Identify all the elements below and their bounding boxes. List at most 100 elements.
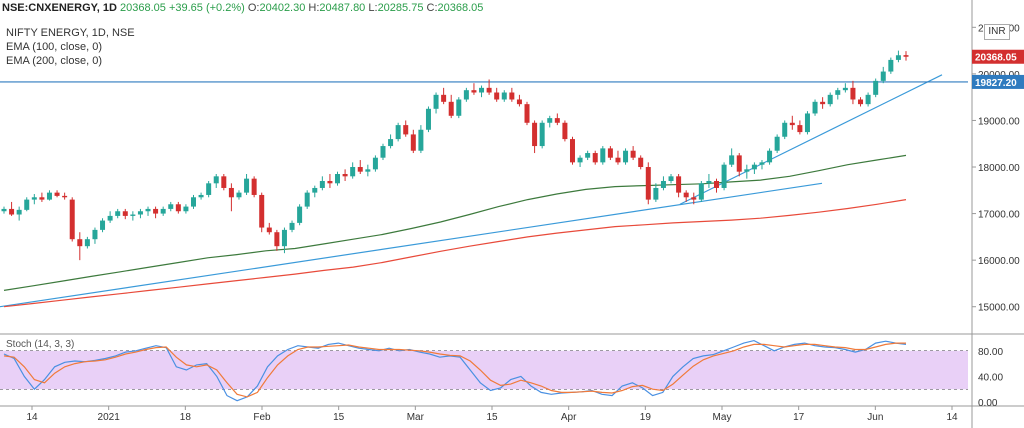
candle-body[interactable]	[16, 209, 22, 215]
candle-body[interactable]	[539, 122, 545, 147]
candle-body[interactable]	[92, 229, 98, 240]
candle-body[interactable]	[115, 211, 121, 216]
candle-body[interactable]	[501, 92, 507, 100]
candle-body[interactable]	[297, 206, 303, 223]
stoch-legend[interactable]: Stoch (14, 3, 3)	[6, 339, 75, 350]
candle-body[interactable]	[698, 183, 704, 200]
candle-body[interactable]	[168, 204, 174, 209]
candle-body[interactable]	[380, 146, 386, 158]
candle-body[interactable]	[463, 90, 469, 100]
candle-body[interactable]	[365, 169, 371, 172]
candle-body[interactable]	[623, 150, 629, 163]
candle-body[interactable]	[630, 150, 636, 158]
candle-body[interactable]	[607, 148, 613, 158]
candle-body[interactable]	[259, 194, 265, 228]
candle-body[interactable]	[615, 157, 621, 163]
candle-body[interactable]	[744, 169, 750, 172]
candle-body[interactable]	[668, 176, 674, 181]
candle-body[interactable]	[729, 155, 735, 165]
candle-body[interactable]	[312, 187, 318, 193]
candle-body[interactable]	[350, 167, 356, 177]
candle-body[interactable]	[281, 229, 287, 247]
stoch-k-line[interactable]	[3, 339, 907, 402]
candle-body[interactable]	[645, 167, 651, 200]
candle-body[interactable]	[691, 197, 697, 200]
candle-body[interactable]	[804, 113, 810, 133]
candle-body[interactable]	[388, 139, 394, 147]
candle-body[interactable]	[903, 55, 909, 57]
candle-body[interactable]	[441, 94, 447, 102]
candle-body[interactable]	[516, 99, 522, 105]
candle-body[interactable]	[175, 204, 181, 212]
candle-body[interactable]	[433, 94, 439, 109]
candle-body[interactable]	[759, 162, 765, 165]
candle-body[interactable]	[100, 220, 106, 230]
candle-body[interactable]	[827, 94, 833, 105]
candle-body[interactable]	[721, 164, 727, 188]
candle-body[interactable]	[676, 176, 682, 193]
candle-body[interactable]	[418, 129, 424, 151]
candle-body[interactable]	[31, 197, 37, 200]
candle-body[interactable]	[782, 122, 788, 137]
candle-body[interactable]	[479, 87, 485, 93]
candle-body[interactable]	[880, 71, 886, 81]
candle-body[interactable]	[873, 80, 879, 95]
candle-body[interactable]	[266, 227, 272, 233]
candle-body[interactable]	[107, 215, 113, 221]
candle-body[interactable]	[304, 192, 310, 207]
candle-body[interactable]	[554, 118, 560, 123]
candle-body[interactable]	[130, 214, 136, 216]
candle-body[interactable]	[494, 92, 500, 100]
candle-body[interactable]	[895, 55, 901, 60]
candle-body[interactable]	[335, 174, 341, 184]
candle-body[interactable]	[774, 136, 780, 151]
candle-body[interactable]	[183, 206, 189, 212]
candle-body[interactable]	[471, 90, 477, 93]
candle-body[interactable]	[660, 180, 666, 188]
candle-body[interactable]	[858, 99, 864, 105]
candle-body[interactable]	[84, 239, 90, 247]
candle-body[interactable]	[812, 101, 818, 114]
candle-body[interactable]	[1, 208, 7, 212]
candle-body[interactable]	[736, 155, 742, 172]
candle-body[interactable]	[865, 94, 871, 105]
candle-body[interactable]	[357, 167, 363, 172]
currency-button[interactable]: INR	[984, 24, 1010, 40]
candle-body[interactable]	[524, 104, 530, 123]
candle-body[interactable]	[213, 176, 219, 184]
candle-body[interactable]	[835, 90, 841, 95]
candle-body[interactable]	[24, 199, 30, 210]
candle-body[interactable]	[54, 192, 60, 196]
candle-body[interactable]	[190, 197, 196, 207]
candle-body[interactable]	[62, 195, 68, 198]
trendline-long[interactable]	[0, 182, 823, 308]
candle-body[interactable]	[122, 211, 128, 216]
candle-body[interactable]	[39, 197, 45, 200]
candle-body[interactable]	[327, 180, 333, 184]
candle-body[interactable]	[319, 180, 325, 188]
candle-body[interactable]	[244, 178, 250, 193]
candle-body[interactable]	[251, 178, 257, 195]
candle-body[interactable]	[789, 122, 795, 126]
candle-body[interactable]	[562, 122, 568, 140]
candle-body[interactable]	[797, 125, 803, 133]
candle-body[interactable]	[600, 148, 606, 163]
candle-body[interactable]	[714, 180, 720, 188]
candle-body[interactable]	[410, 134, 416, 151]
candle-body[interactable]	[69, 199, 75, 240]
ema200-line[interactable]	[3, 199, 907, 308]
candle-body[interactable]	[653, 187, 659, 200]
candle-body[interactable]	[425, 108, 431, 130]
candle-body[interactable]	[145, 208, 151, 212]
candle-body[interactable]	[509, 92, 515, 100]
candle-body[interactable]	[751, 164, 757, 170]
candle-body[interactable]	[456, 99, 462, 116]
candle-body[interactable]	[592, 153, 598, 163]
candle-body[interactable]	[403, 125, 409, 135]
candle-body[interactable]	[547, 118, 553, 123]
candle-body[interactable]	[448, 101, 454, 116]
candle-body[interactable]	[46, 192, 52, 200]
candle-body[interactable]	[206, 183, 212, 195]
stoch-d-line[interactable]	[3, 342, 906, 398]
